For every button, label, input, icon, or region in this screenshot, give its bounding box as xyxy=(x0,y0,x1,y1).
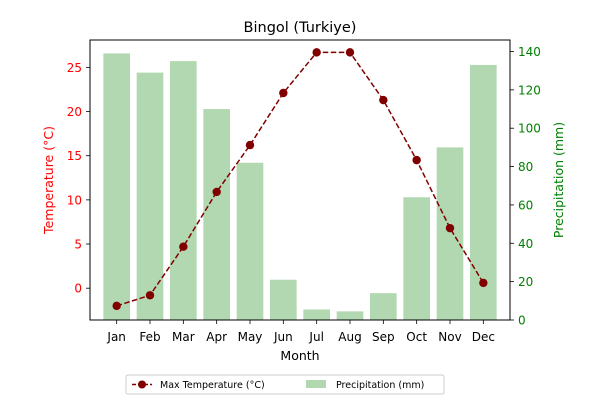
precipitation-tick-label: 0 xyxy=(518,314,526,328)
x-tick-label: Dec xyxy=(472,330,495,344)
x-tick-label: Jul xyxy=(308,330,323,344)
x-tick-label: Aug xyxy=(338,330,361,344)
legend-temperature-marker xyxy=(138,380,146,389)
precipitation-tick-label: 140 xyxy=(518,45,541,59)
x-tick-label: Apr xyxy=(206,330,227,344)
precipitation-tick-label: 80 xyxy=(518,160,533,174)
precipitation-bar-nov xyxy=(436,147,464,320)
precipitation-bar-jul xyxy=(303,309,330,320)
temperature-point-aug xyxy=(345,48,355,57)
temperature-tick-label: 15 xyxy=(67,149,82,163)
x-axis: Jan Feb Mar Apr May Jun Jul Aug Sep Oct Nov Dec xyxy=(106,320,495,344)
temperature-point-dec xyxy=(479,278,488,288)
precipitation-tick-label: 120 xyxy=(518,83,541,97)
precipitation-bar-feb xyxy=(136,72,164,320)
precipitation-axis: 0 20 40 60 80 100 120 140 xyxy=(510,45,541,328)
temperature-axis: 0 5 10 15 20 25 xyxy=(67,61,90,296)
temperature-point-jun xyxy=(279,88,288,98)
x-tick-label: May xyxy=(238,330,263,344)
temperature-series-line xyxy=(116,51,484,307)
plot-frame xyxy=(89,39,511,321)
temperature-point-nov xyxy=(445,223,455,233)
x-tick-label: Sep xyxy=(372,330,395,344)
x-tick-label: Feb xyxy=(139,330,160,344)
precipitation-bar-oct xyxy=(403,197,430,320)
precipitation-bar-apr xyxy=(203,109,230,320)
temperature-point-oct xyxy=(412,155,421,165)
legend-box xyxy=(125,374,445,395)
temperature-point-jan xyxy=(112,301,121,311)
temperature-axis-label: Temperature (°C) xyxy=(41,126,56,235)
precipitation-axis-label: Precipitation (mm) xyxy=(551,122,566,238)
x-tick-label: Oct xyxy=(406,330,427,344)
temperature-point-may xyxy=(245,140,255,150)
temperature-tick-label: 5 xyxy=(74,238,82,252)
precipitation-bar-aug xyxy=(336,311,364,320)
x-tick-label: Nov xyxy=(438,330,461,344)
precipitation-tick-label: 100 xyxy=(518,122,541,136)
temperature-point-apr xyxy=(212,187,221,197)
legend-precipitation-swatch xyxy=(306,380,326,388)
temperature-tick-label: 20 xyxy=(67,105,82,119)
temperature-point-jul xyxy=(312,48,321,57)
precipitation-tick-label: 40 xyxy=(518,237,533,251)
precipitation-tick-label: 60 xyxy=(518,198,533,212)
legend-precipitation-label: Precipitation (mm) xyxy=(336,380,424,391)
precipitation-bar-may xyxy=(236,162,264,320)
temperature-point-sep xyxy=(379,95,388,105)
temperature-point-feb xyxy=(145,291,155,300)
x-tick-label: Jun xyxy=(273,330,293,344)
x-axis-label: Month xyxy=(280,348,319,363)
temperature-tick-label: 25 xyxy=(67,61,82,75)
temperature-line xyxy=(112,48,488,311)
temperature-point-mar xyxy=(179,242,188,251)
temperature-tick-label: 10 xyxy=(67,193,82,207)
x-tick-label: Jan xyxy=(106,330,126,344)
temperature-tick-label: 0 xyxy=(74,282,82,296)
precipitation-bars xyxy=(103,53,497,321)
legend-temperature-label: Max Temperature (°C) xyxy=(160,380,265,391)
precipitation-tick-label: 20 xyxy=(518,275,533,289)
precipitation-bar-mar xyxy=(170,61,197,321)
precipitation-bar-jun xyxy=(270,279,297,320)
chart-title: Bingol (Turkiye) xyxy=(244,20,357,36)
x-tick-label: Mar xyxy=(172,330,195,344)
precipitation-bar-jan xyxy=(103,53,130,321)
precipitation-bar-dec xyxy=(470,64,497,320)
legend: Max Temperature (°C) Precipitation (mm) xyxy=(125,374,445,395)
precipitation-bar-sep xyxy=(370,293,397,320)
